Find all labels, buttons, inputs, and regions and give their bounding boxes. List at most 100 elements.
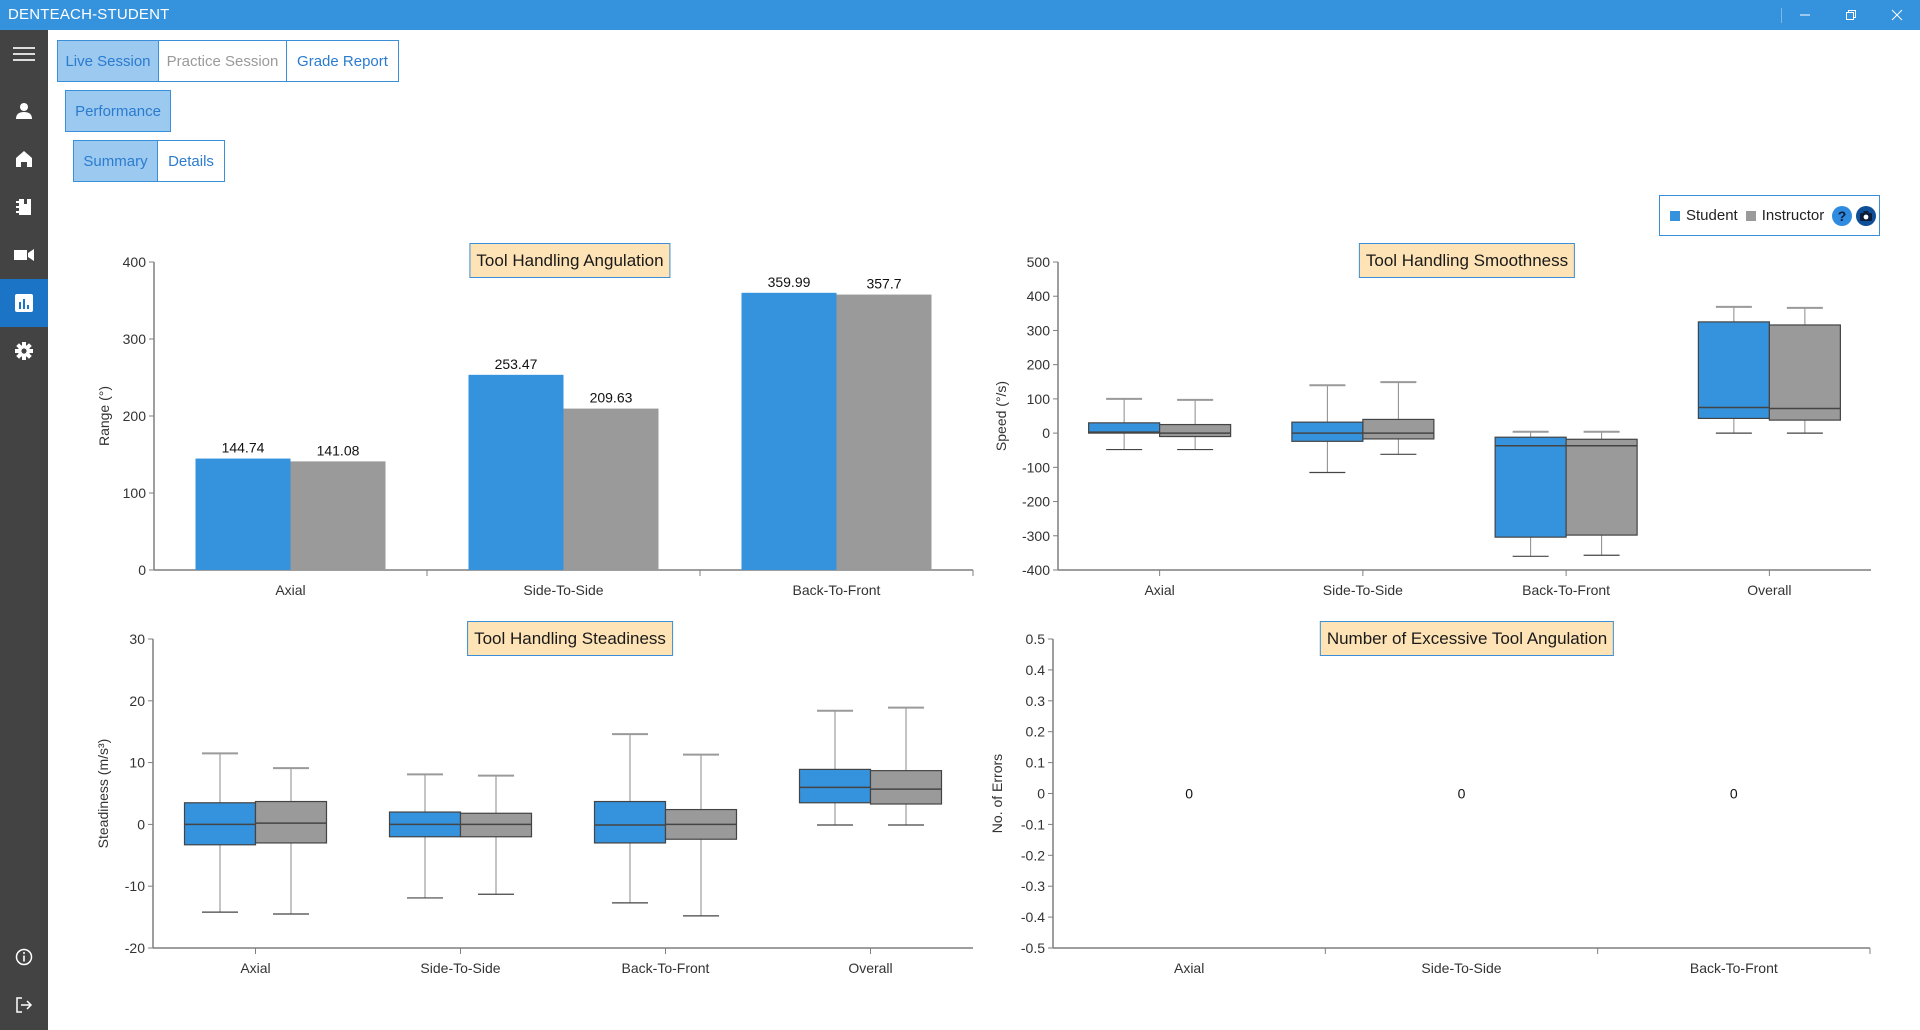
y-axis-title: No. of Errors (989, 754, 1005, 833)
camera-icon (1860, 210, 1873, 221)
x-tick-label: Overall (848, 960, 892, 976)
restore-button[interactable] (1828, 0, 1874, 30)
svg-text:?: ? (1838, 208, 1847, 224)
tab-performance[interactable]: Performance (66, 91, 170, 131)
bar-data-label: 141.08 (317, 442, 360, 458)
y-tick-label: -200 (1022, 494, 1050, 510)
video-camera-icon (14, 249, 34, 261)
y-axis-title: Speed (°/s) (993, 381, 1009, 451)
session-tabs: Live Session Practice Session Grade Repo… (57, 40, 399, 82)
sidebar-item-notebook[interactable] (0, 183, 48, 231)
bar-student (468, 374, 564, 570)
y-tick-label: 0 (138, 562, 146, 578)
sidebar-item-profile[interactable] (0, 87, 48, 135)
box-student (1494, 436, 1567, 538)
box-instructor (1565, 438, 1638, 536)
box-instructor (254, 800, 328, 844)
info-icon (15, 948, 33, 966)
snapshot-button[interactable] (1856, 205, 1877, 226)
y-tick-label: 0 (137, 816, 145, 832)
chart-title-errors: Number of Excessive Tool Angulation (1319, 621, 1615, 656)
minimize-button[interactable] (1782, 0, 1828, 30)
sidebar (0, 30, 48, 1030)
legend-label-instructor: Instructor (1761, 207, 1825, 224)
home-icon (16, 151, 32, 167)
y-axis-title: Steadiness (m/s³) (95, 739, 111, 849)
x-tick-label: Side-To-Side (1323, 582, 1403, 598)
box-instructor (1768, 324, 1841, 421)
y-tick-label: -10 (125, 878, 145, 894)
sidebar-item-menu[interactable] (0, 30, 48, 78)
tab-practice-session[interactable]: Practice Session (159, 41, 287, 81)
legend-item-instructor: Instructor (1745, 207, 1825, 224)
y-tick-label: -0.4 (1021, 909, 1045, 925)
bar-data-label: 144.74 (222, 440, 265, 456)
title-bar-divider (1781, 8, 1782, 23)
y-tick-label: 500 (1027, 254, 1051, 270)
box-instructor (869, 770, 943, 805)
tab-grade-report[interactable]: Grade Report (287, 41, 398, 81)
user-icon (16, 103, 32, 119)
bar-student (741, 292, 837, 570)
y-tick-label: 10 (129, 755, 145, 771)
y-tick-label: 400 (123, 254, 147, 270)
help-button[interactable]: ? (1832, 205, 1853, 226)
box-student (798, 768, 872, 804)
app-title: DENTEACH-STUDENT (8, 6, 170, 23)
y-tick-label: 400 (1027, 288, 1051, 304)
bar-data-label: 209.63 (590, 390, 633, 406)
x-tick-label: Overall (1747, 582, 1791, 598)
y-tick-label: 20 (129, 693, 145, 709)
y-tick-label: 200 (1027, 357, 1051, 373)
view-tabs: Summary Details (73, 140, 225, 182)
y-tick-label: -400 (1022, 562, 1050, 578)
sidebar-item-info[interactable] (0, 933, 48, 981)
hamburger-menu-icon (13, 47, 35, 61)
x-tick-label: Axial (1144, 582, 1174, 598)
chart-title-steadiness: Tool Handling Steadiness (467, 621, 673, 656)
sidebar-item-logout[interactable] (0, 981, 48, 1029)
chart-title-smoothness: Tool Handling Smoothness (1358, 243, 1576, 278)
legend-swatch-student (1670, 210, 1680, 221)
close-button[interactable] (1874, 0, 1920, 30)
box-student (1291, 421, 1364, 442)
question-icon: ? (1838, 208, 1847, 224)
sidebar-item-video[interactable] (0, 231, 48, 279)
tab-details[interactable]: Details (158, 141, 224, 181)
tab-live-session[interactable]: Live Session (58, 41, 159, 81)
x-tick-label: Back-To-Front (1690, 960, 1778, 976)
bar-chart-icon (15, 294, 33, 312)
y-tick-label: 30 (129, 631, 145, 647)
y-tick-label: 100 (123, 485, 147, 501)
y-tick-label: -20 (125, 940, 145, 956)
y-tick-label: -0.1 (1021, 816, 1045, 832)
legend-label-student: Student (1686, 207, 1738, 224)
legend-item-student: Student (1670, 207, 1738, 224)
logout-icon (16, 997, 33, 1013)
y-tick-label: -0.5 (1021, 940, 1045, 956)
bar-data-label: 0 (1730, 786, 1738, 802)
tab-summary[interactable]: Summary (74, 141, 158, 181)
x-tick-label: Side-To-Side (1421, 960, 1501, 976)
box-instructor (1159, 423, 1232, 438)
y-tick-label: 300 (123, 331, 147, 347)
bar-data-label: 253.47 (495, 356, 538, 372)
box-instructor (1362, 418, 1435, 440)
bar-data-label: 359.99 (768, 274, 811, 290)
y-tick-label: 100 (1027, 391, 1051, 407)
sidebar-item-reports[interactable] (0, 279, 48, 327)
y-tick-label: 0 (1042, 425, 1050, 441)
chart-legend: Student Instructor ? (1659, 195, 1880, 236)
y-tick-label: 0.5 (1026, 631, 1046, 647)
window-title-bar: DENTEACH-STUDENT (0, 0, 1920, 30)
x-tick-label: Axial (1174, 960, 1204, 976)
y-tick-label: 300 (1027, 322, 1051, 338)
bar-data-label: 0 (1458, 786, 1466, 802)
y-tick-label: -0.3 (1021, 878, 1045, 894)
x-tick-label: Back-To-Front (793, 582, 881, 598)
box-student (1697, 321, 1770, 419)
bar-data-label: 357.7 (866, 276, 901, 292)
sidebar-item-home[interactable] (0, 135, 48, 183)
sidebar-item-settings[interactable] (0, 327, 48, 375)
